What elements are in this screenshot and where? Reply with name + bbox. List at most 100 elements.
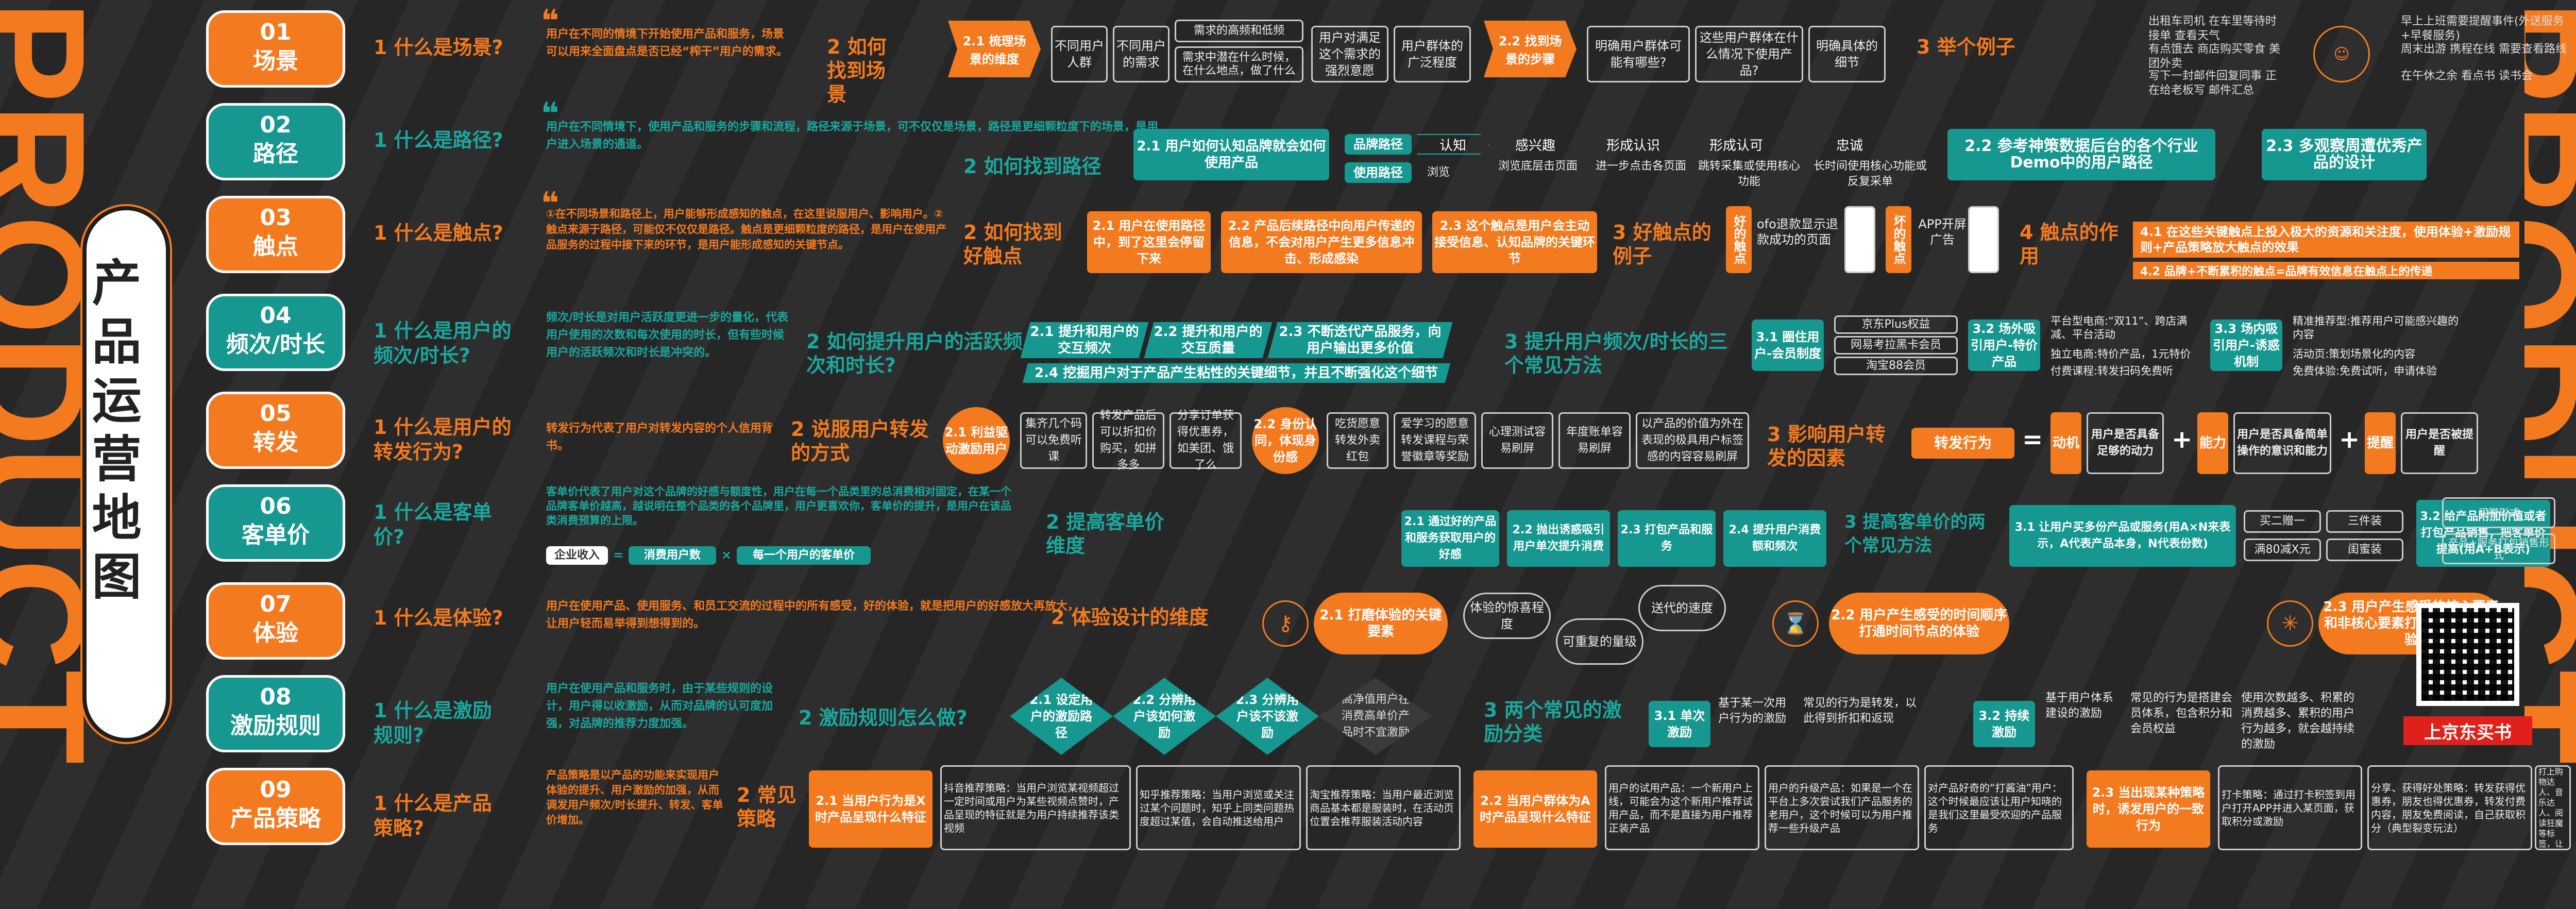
definition: 产品策略是以产品的功能来实现用户体验的提升、用户激励的加强，从而调发用户频次/时…: [546, 769, 723, 826]
tag-01[interactable]: 01 场景: [206, 10, 345, 88]
tag-03[interactable]: 03 触点: [206, 196, 345, 273]
way-3-1-item-3: 满80减X元: [2244, 538, 2321, 561]
inc-note: 高净值用户在消费高单价产品时不宜激励: [1319, 678, 1432, 755]
strategy-2-2-item-2: 用户的升级产品：如果是一个在平台上多次尝试我们产品服务的老用户，这个时候可以为用…: [1765, 765, 1919, 850]
tag-num: 02: [260, 112, 292, 138]
qr-pattern: [2421, 608, 2514, 701]
heading-example: 3 好触点的例子: [1613, 221, 1711, 267]
brand-path-3: 形成认识: [1587, 134, 1680, 155]
brand-path-5: 忠诚: [1803, 134, 1896, 155]
way-2-2: 2.2 身份认同，体现身份感: [1252, 407, 1319, 474]
way-3-1-item-2: 网易考拉黑卡会员: [1834, 336, 1958, 355]
strategy-2-1-item-1: 抖音推荐策略：当用户浏览某视频超过一定时间或用户为某些视频点赞时，产品呈现的特征…: [940, 765, 1131, 850]
qr-code[interactable]: [2416, 603, 2519, 706]
question: 1 什么是路径?: [374, 129, 503, 152]
definition: 用户在不同的情境下开始使用产品和服务，场景可以用来全面盘点是否已经“榨干”用户的…: [546, 28, 788, 58]
exp-2-2: 2.2 用户产生感受的时间顺序打通时间节点的体验: [1829, 593, 2009, 654]
formula-revenue: 企业收入: [546, 546, 608, 565]
way-2-2-item-3: 心理测试容易刷屏: [1481, 412, 1553, 469]
tag-num: 08: [260, 684, 292, 710]
tag-num: 09: [260, 777, 292, 803]
inc-3-2-text: 基于用户体系建设的激励: [2045, 692, 2114, 720]
definition: 用户在不同情境下，使用产品和服务的步骤和流程，路径来源于场景，可不仅仅是场景，路…: [546, 121, 1159, 151]
way-3-1: 3.1 让用户买多份产品或服务(用A×N来表示，A代表产品本身，N代表份数): [2009, 505, 2236, 567]
use-path-4: 跳转采集或使用核心功能: [1698, 160, 1800, 188]
tag-label: 产品策略: [230, 805, 321, 832]
inc-2-3: 2.3 分辨用户该不该激励: [1216, 678, 1319, 755]
step-2-2-label: 2.2 提升和用户的交互质量: [1154, 324, 1263, 356]
way-2-2-item-1: 吃货愿意转发外卖红包: [1327, 412, 1388, 469]
tag-04[interactable]: 04 频次/时长: [206, 294, 345, 371]
phone-bad-icon: [1968, 206, 1999, 273]
row-frequency: 04 频次/时长 1 什么是用户的频次/时长? 频次/时长是对用户活跃度更进一步…: [206, 289, 2571, 383]
strategy-2-2: 2.2 当用户群体为A时产品呈现什么特征: [1473, 770, 1597, 848]
definition: ①在不同场景和路径上，用户能够形成感知的触点，在这里说服用户、影响用户。②触点来…: [546, 208, 946, 251]
heading-find-scene: 2 如何找到场景: [827, 36, 887, 106]
way-3-1-item-4: 闺蜜装: [2326, 538, 2403, 561]
step-2-1: 2.1 提升和用户的交互频次: [1020, 322, 1149, 358]
brand-path-4: 形成认可: [1690, 134, 1783, 155]
question: 1 什么是触点?: [374, 222, 503, 244]
row-path: 02 路径 1 什么是路径? ❝ 用户在不同情境下，使用产品和服务的步骤和流程，…: [206, 98, 2571, 188]
way-2-2-item-2: 爱学习的愿意转发课程与荣誉徽章等奖励: [1394, 412, 1476, 469]
tag-02[interactable]: 02 路径: [206, 103, 345, 180]
heading-how: 2 激励规则怎么做?: [799, 706, 968, 729]
heading-common: 2 常见策略: [737, 784, 796, 830]
strategy-2-3: 2.3 当出现某种策略时，诱发用户的一致行为: [2087, 770, 2210, 848]
page-title: 产品运营地图: [83, 257, 141, 609]
way-2-1-item-3: 分享订单获得优惠券，如美团、饿了么: [1170, 409, 1242, 472]
example-1: 出租车司机 在车里等待时接单 查看天气: [2148, 15, 2277, 42]
dim-4: 需求中潜在什么时候，在什么地点，做了什么: [1175, 46, 1303, 82]
brand-path-2: 感兴趣: [1489, 134, 1582, 155]
definition: 客单价代表了用户对这个品牌的好感与额度性，用户在每一个品类里的总消费相对固定，在…: [546, 485, 1011, 527]
way-3-2-item-2: 产品+服务打包销售形式: [2442, 533, 2555, 564]
tag-07[interactable]: 07 体验: [206, 582, 345, 660]
factor-remind-text: 用户是否被提醒: [2401, 412, 2478, 474]
formula-mul: ×: [721, 548, 732, 562]
inc-3-1: 3.1 单次激励: [1649, 701, 1710, 747]
tag-num: 05: [260, 400, 292, 427]
definition: 用户在使用产品、使用服务、和员工交流的过程中的所有感受，好的体验，就是把用户的好…: [546, 600, 1079, 630]
strategy-2-1-item-2: 知乎推荐策略：当用户浏览或关注过某个问题时，知乎上同类问题热度超过某值，会自动推…: [1136, 765, 1301, 850]
hourglass-icon: ⌛: [1772, 600, 1819, 647]
strategy-2-3-item-3: 身份标签策略：通过年度账单的形式，为用户打上购物达人、音乐达人、阅读狂魔等标签，…: [2535, 765, 2571, 850]
inc-3-2: 3.2 持续激励: [1973, 701, 2035, 747]
step-2-1: 2.1 用户如何认知品牌就会如何使用产品: [1133, 129, 1329, 180]
way-2-1-item-1: 集齐几个码可以免费听课: [1020, 412, 1087, 469]
brand-path-4-label: 形成认可: [1709, 138, 1763, 154]
tag-label: 触点: [253, 233, 298, 260]
heading-find-touchpoint: 2 如何找到好触点: [963, 221, 1062, 267]
strategy-2-1-item-3: 淘宝推荐策略：当用户最近浏览商品基本都是服装时，在活动页位置会推荐服装活动内容: [1306, 765, 1461, 850]
dim-2-1: 2.1 通过好的产品和服务获取用户的好感: [1401, 510, 1499, 567]
tag-label: 转发: [253, 429, 298, 456]
brand-path-1-label: 认知: [1439, 138, 1466, 154]
strategy-2-1: 2.1 当用户行为是X时产品呈现什么特征: [809, 770, 933, 848]
tag-05[interactable]: 05 转发: [206, 392, 345, 469]
step-2-2: 2.2 参考神策数据后台的各个行业Demo中的用户路径: [1947, 129, 2215, 180]
tag-num: 07: [260, 591, 292, 617]
tag-label: 场景: [253, 48, 298, 74]
tag-label: 路径: [253, 141, 298, 167]
tag-label: 激励规则: [230, 713, 321, 739]
buy-button[interactable]: 上京东买书: [2403, 716, 2532, 745]
example-4: 早上上班需要提醒事件(外送服务+早餐服务): [2401, 15, 2564, 42]
question: 1 什么是场景?: [374, 36, 503, 59]
tag-num: 03: [260, 205, 292, 231]
formula-users: 消费用户数: [629, 546, 716, 565]
step-2-3: 2.3 不断迭代产品服务，向用户输出更多价值: [1267, 322, 1453, 358]
heading-role: 4 触点的作用: [2020, 221, 2119, 267]
heading-raise: 2 提高客单价维度: [1046, 511, 1164, 557]
tag-num: 01: [260, 19, 292, 45]
dim-2-3: 2.3 打包产品和服务: [1618, 510, 1716, 567]
tag-label: 体验: [253, 620, 298, 646]
step-2-3-label: 2.3 不断迭代产品服务，向用户输出更多价值: [1279, 324, 1442, 356]
way-3-1-item-1: 买二赠一: [2244, 510, 2321, 533]
network-icon: ✳: [2267, 600, 2313, 647]
tag-08[interactable]: 08 激励规则: [206, 675, 345, 752]
inc-3-2-example: 常见的行为是搭建会员体系，包含积分和会员权益: [2130, 692, 2233, 735]
tag-09[interactable]: 09 产品策略: [206, 768, 345, 845]
exp-2-1-item-2: 可重复的量级: [1556, 618, 1643, 665]
example-5: 周末出游 携程在线 需要查看路线: [2401, 43, 2567, 56]
tag-06[interactable]: 06 客单价: [206, 484, 345, 562]
row-experience: 07 体验 1 什么是体验? 用户在使用产品、使用服务、和员工交流的过程中的所有…: [206, 577, 2571, 665]
